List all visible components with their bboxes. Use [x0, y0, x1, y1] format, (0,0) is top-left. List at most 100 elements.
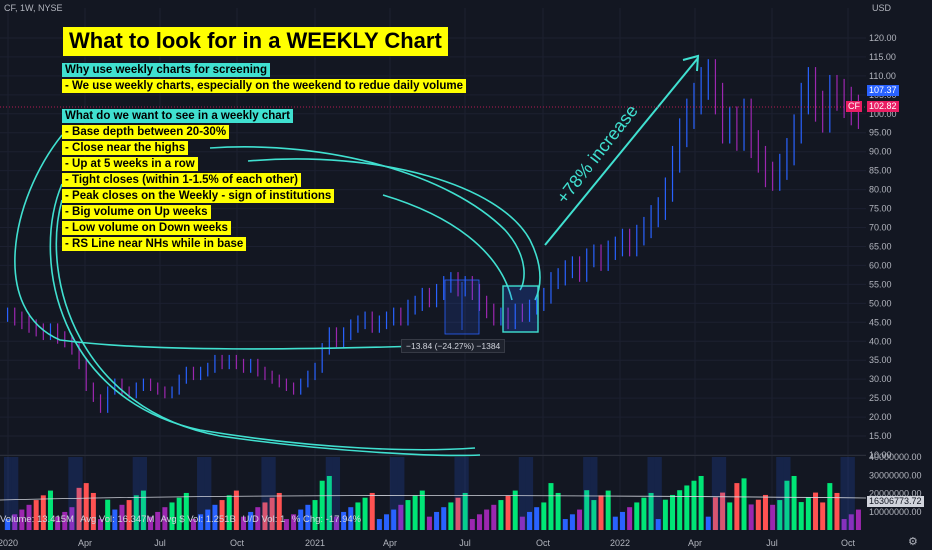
- checklist-item: - Tight closes (within 1-1.5% of each ot…: [62, 173, 302, 187]
- x-tick-label: 2022: [610, 538, 630, 548]
- volume-bar: [762, 494, 768, 530]
- volume-bar: [98, 519, 104, 530]
- volume-bar: [69, 507, 75, 530]
- volume-bar: [83, 483, 89, 530]
- checklist-item: - Peak closes on the Weekly - sign of in…: [62, 189, 335, 203]
- volume-bar: [76, 487, 82, 530]
- volume-bar: [634, 502, 640, 530]
- annotation-arc-6: [247, 158, 541, 301]
- x-tick-label: 2020: [0, 538, 18, 548]
- volume-highlight: [390, 457, 398, 530]
- volume-bar: [734, 483, 740, 530]
- checklist-item: - Close near the highs: [62, 141, 189, 155]
- volume-bar: [655, 519, 661, 530]
- volume-highlight: [711, 457, 719, 530]
- volume-bar: [112, 509, 118, 530]
- volume-highlight: [783, 457, 791, 530]
- y-tick-label: 80.00: [869, 185, 892, 195]
- stat-avg-dollar-vol: Avg $ Vol: 1.251B: [160, 514, 236, 525]
- tight-area-box: [502, 285, 539, 333]
- section1-heading: Why use weekly charts for screening: [62, 63, 270, 77]
- increase-label: +78% increase: [552, 101, 641, 208]
- volume-bar: [534, 507, 540, 530]
- volume-bar: [362, 497, 368, 530]
- volume-bar: [519, 516, 525, 530]
- stats-bar: Volume: 13.415M Avg Vol: 16.347M Avg $ V…: [0, 514, 365, 525]
- volume-highlight: [590, 457, 598, 530]
- volume-tick-label: 30000000.00: [869, 470, 922, 480]
- volume-highlight: [461, 457, 469, 530]
- currency-label: USD: [872, 3, 892, 13]
- volume-bar: [183, 492, 189, 530]
- checklist-item: - Base depth between 20-30%: [62, 125, 230, 139]
- volume-highlight: [719, 457, 727, 530]
- volume-bar: [677, 490, 683, 530]
- volume-bar: [276, 492, 282, 530]
- x-tick-label: Jul: [766, 538, 778, 548]
- volume-bar: [562, 519, 568, 530]
- volume-bar: [133, 495, 139, 530]
- annotation-arc-5: [382, 194, 513, 301]
- y-tick-label: 35.00: [869, 355, 892, 365]
- volume-highlight: [840, 457, 848, 530]
- volume-bar: [305, 504, 311, 530]
- volume-ma-line: [0, 495, 867, 501]
- volume-bar: [269, 497, 275, 530]
- y-tick-label: 85.00: [869, 166, 892, 176]
- annotation-arc-2: [49, 183, 476, 451]
- last-price-tag: 102.82: [867, 101, 899, 112]
- volume-bar: [5, 519, 11, 530]
- volume-bar: [512, 490, 518, 530]
- volume-bar: [755, 499, 761, 530]
- y-tick-label: 65.00: [869, 241, 892, 251]
- volume-bar: [777, 500, 783, 530]
- checklist-item: - RS Line near NHs while in base: [62, 237, 247, 251]
- increase-arrow: [544, 57, 699, 246]
- stat-volume: Volume: 13.415M: [0, 514, 74, 525]
- y-tick-label: 75.00: [869, 204, 892, 214]
- volume-bar: [798, 502, 804, 530]
- volume-bar: [619, 511, 625, 530]
- volume-bar: [226, 495, 232, 530]
- volume-bar: [148, 516, 154, 530]
- volume-highlight: [197, 457, 205, 530]
- annotation-arc-1: [14, 134, 456, 350]
- y-tick-label: 115.00: [869, 52, 896, 62]
- volume-bar: [662, 499, 668, 530]
- volume-bar: [605, 490, 611, 530]
- volume-bar: [283, 519, 289, 530]
- volume-bar: [384, 514, 390, 530]
- ma-price-tag: 107.37: [867, 85, 899, 96]
- volume-bar: [598, 495, 604, 530]
- y-tick-label: 60.00: [869, 260, 892, 270]
- volume-bar: [791, 475, 797, 530]
- symbol-tag: CF: [846, 101, 862, 112]
- volume-highlight: [75, 457, 83, 530]
- volume-bar: [212, 504, 218, 530]
- volume-highlight: [454, 457, 462, 530]
- volume-bar: [784, 480, 790, 530]
- candlesticks: [6, 59, 860, 413]
- y-tick-label: 120.00: [869, 33, 897, 43]
- volume-bar: [198, 514, 204, 530]
- volume-bar: [455, 497, 461, 530]
- volume-bar: [205, 509, 211, 530]
- volume-bar: [555, 492, 561, 530]
- volume-bar: [434, 511, 440, 530]
- volume-highlight: [776, 457, 784, 530]
- volume-bar: [348, 507, 354, 530]
- volume-highlight: [397, 457, 405, 530]
- volume-bar: [405, 500, 411, 530]
- volume-bar: [62, 511, 68, 530]
- gear-icon[interactable]: ⚙: [908, 536, 918, 548]
- volume-bar: [591, 500, 597, 530]
- volume-highlight: [139, 457, 147, 530]
- volume-bar: [584, 490, 590, 530]
- volume-bar: [770, 504, 776, 530]
- volume-bar: [190, 519, 196, 530]
- section1-line: - We use weekly charts, especially on th…: [62, 79, 466, 93]
- volume-bar: [319, 480, 325, 530]
- checklist-item: - Up at 5 weeks in a row: [62, 157, 198, 171]
- volume-bar: [813, 492, 819, 530]
